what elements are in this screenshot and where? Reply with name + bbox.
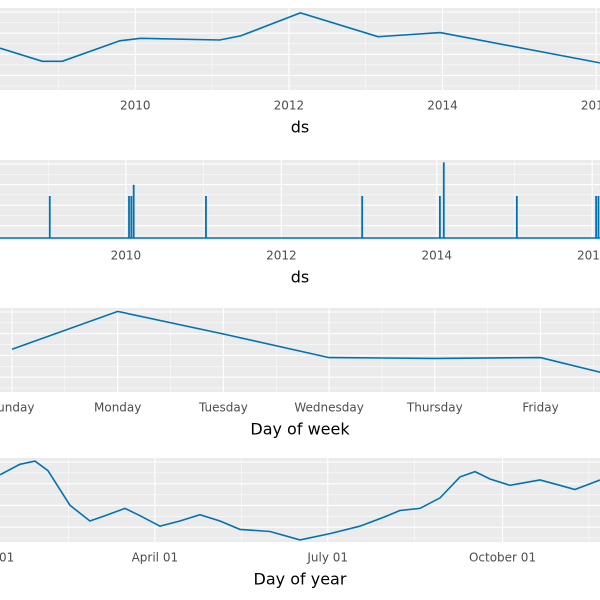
- x-axis-title: Day of year: [254, 570, 347, 589]
- x-tick-label: 2010: [120, 99, 151, 113]
- trend-line: [0, 12, 600, 64]
- x-tick-label: Friday: [522, 401, 558, 415]
- x-tick-label: 2014: [427, 99, 458, 113]
- x-tick-label: 2016: [577, 249, 600, 263]
- x-tick-label: Wednesday: [294, 401, 363, 415]
- panel-background: [0, 458, 600, 542]
- trend-line: [11, 310, 600, 374]
- panel-background: [0, 308, 600, 392]
- x-axis-title: Day of week: [250, 420, 350, 439]
- x-tick-label: April 01: [132, 551, 179, 565]
- panel-background: [0, 8, 600, 90]
- x-tick-label: October 01: [469, 551, 536, 565]
- x-tick-label: 2012: [274, 99, 305, 113]
- x-tick-label: 2010: [111, 249, 142, 263]
- x-axis-title: ds: [291, 118, 310, 137]
- x-axis-title: ds: [291, 268, 310, 287]
- panel-background: [0, 160, 600, 240]
- trend-line: [0, 460, 600, 541]
- x-tick-label: Sunday: [0, 401, 34, 415]
- x-tick-label: 2014: [422, 249, 453, 263]
- x-tick-label: Monday: [94, 401, 141, 415]
- x-tick-label: Tuesday: [198, 401, 248, 415]
- x-tick-label: 2016: [581, 99, 600, 113]
- x-tick-label: January 01: [0, 551, 14, 565]
- x-tick-label: July 01: [306, 551, 348, 565]
- x-tick-label: Thursday: [406, 401, 463, 415]
- x-tick-label: 2012: [266, 249, 297, 263]
